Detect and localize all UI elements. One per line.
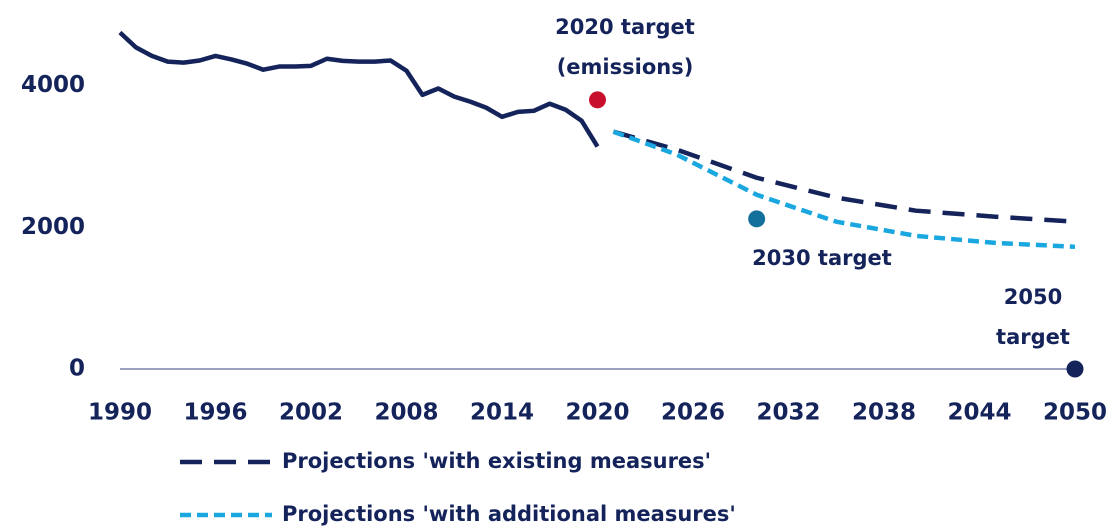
- y-tick-label: 0: [69, 356, 85, 382]
- x-tick-label: 2026: [661, 400, 725, 426]
- y-tick-label: 4000: [21, 72, 85, 98]
- target-point: [589, 91, 606, 109]
- x-tick-label: 2002: [279, 400, 343, 426]
- legend-label: Projections 'with existing measures': [282, 449, 711, 473]
- y-tick-label: 2000: [21, 214, 85, 240]
- line: [612, 129, 1076, 224]
- annotation: 2050: [1004, 285, 1062, 309]
- annotation: 2030 target: [752, 246, 892, 270]
- x-tick-label: 1990: [88, 400, 152, 426]
- x-tick-label: 2008: [374, 400, 438, 426]
- annotation: target: [996, 325, 1070, 349]
- x-tick-label: 2038: [852, 400, 916, 426]
- x-tick-label: 2032: [756, 400, 820, 426]
- annotation: (emissions): [557, 55, 694, 79]
- line: [612, 129, 1076, 250]
- x-tick-label: 2014: [470, 400, 534, 426]
- target-point: [1066, 360, 1084, 378]
- x-tick-label: 2050: [1043, 400, 1107, 426]
- x-tick-label: 2020: [565, 400, 629, 426]
- x-tick-label: 1996: [183, 400, 247, 426]
- legend-label: Projections 'with additional measures': [282, 502, 736, 526]
- target-point: [748, 210, 766, 228]
- annotation: 2020 target: [555, 15, 695, 39]
- line: [118, 30, 600, 148]
- x-tick-label: 2044: [947, 400, 1011, 426]
